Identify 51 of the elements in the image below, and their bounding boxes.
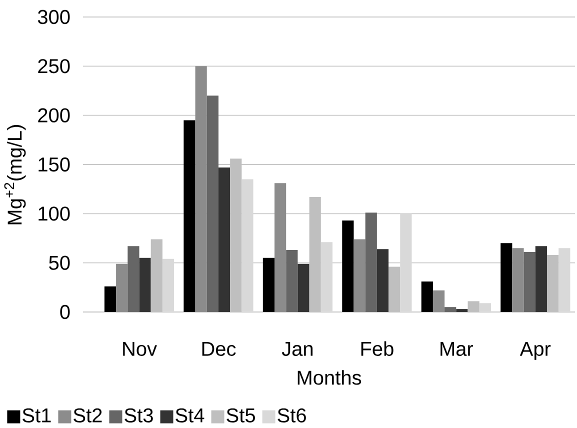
y-tick-label: 200 xyxy=(38,108,70,122)
legend-label: St5 xyxy=(226,408,255,422)
legend-label: St6 xyxy=(278,408,306,422)
bar xyxy=(286,250,298,312)
bar xyxy=(206,96,218,312)
y-tick-label: 100 xyxy=(38,206,70,221)
bar xyxy=(365,212,377,312)
bar xyxy=(218,167,230,312)
bar xyxy=(512,248,524,312)
bar xyxy=(400,214,412,312)
bar xyxy=(195,66,207,312)
legend-label: St2 xyxy=(74,408,102,422)
bar xyxy=(376,249,389,312)
x-tick-label: Apr xyxy=(520,342,551,360)
bar xyxy=(456,309,468,312)
bar xyxy=(354,239,366,312)
bar xyxy=(535,246,547,312)
bar xyxy=(421,282,433,312)
bar xyxy=(274,183,286,312)
bar xyxy=(262,258,275,312)
legend-label: St1 xyxy=(22,408,51,422)
y-tick-label: 300 xyxy=(38,10,70,24)
x-tick-label: Nov xyxy=(123,342,157,356)
x-tick-label: Feb xyxy=(361,341,394,356)
bar xyxy=(500,243,512,312)
x-tick-label: Dec xyxy=(202,342,236,356)
x-axis-title: Months xyxy=(298,370,362,385)
bar xyxy=(342,220,354,312)
bar xyxy=(116,264,128,312)
bar xyxy=(432,290,445,312)
y-axis-title: Mg$^{+2}$(mg/L) xyxy=(4,125,26,224)
legend-label: St4 xyxy=(176,408,204,422)
bar xyxy=(444,307,456,312)
x-tick-label: Jan xyxy=(282,342,313,356)
bar xyxy=(139,258,151,312)
y-tick-label: 50 xyxy=(49,256,70,270)
bar xyxy=(128,246,140,312)
legend-label: St3 xyxy=(124,408,153,422)
y-tick-label: 250 xyxy=(38,59,70,74)
x-tick-label: Mar xyxy=(440,342,474,356)
bar xyxy=(558,248,570,312)
bar xyxy=(104,286,116,312)
bar xyxy=(479,303,491,312)
y-tick-label: 0 xyxy=(60,304,70,320)
bar xyxy=(184,120,196,312)
bar xyxy=(320,242,333,312)
y-tick-label: 150 xyxy=(38,157,70,172)
bar xyxy=(162,258,174,312)
bar xyxy=(242,179,254,312)
bar xyxy=(298,264,310,312)
bar xyxy=(524,252,536,312)
